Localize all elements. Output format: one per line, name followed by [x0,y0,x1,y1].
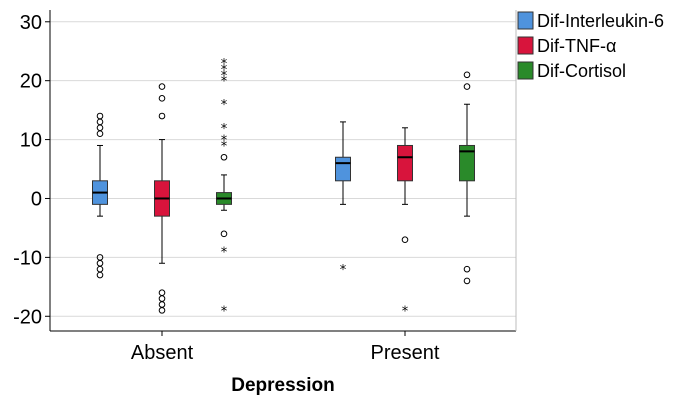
outlier-point [158,112,166,120]
extreme-point: * [221,245,228,260]
y-tick-label: -20 [13,306,42,328]
legend-label: Dif-TNF-α [537,36,616,56]
outlier-point [96,112,104,120]
outlier-point [158,307,166,314]
outlier-point [158,83,166,90]
y-tick-label: -10 [13,247,42,269]
extreme-point: * [221,69,228,84]
outlier-point [96,259,104,267]
box-Dif-TNF-α: * [397,127,413,319]
extreme-point: * [221,134,228,149]
extreme-point: * [221,75,228,90]
box-Dif-Cortisol [459,71,475,285]
y-tick-label: 30 [20,12,42,34]
outlier-point [96,130,104,137]
legend-label: Dif-Cortisol [537,61,626,81]
outlier-point [158,289,166,297]
outlier-point [463,277,471,285]
outlier-point [96,265,104,273]
outlier-point [96,124,104,132]
legend-swatch [517,36,534,55]
outlier-point [158,95,166,102]
iqr-box [397,144,413,182]
y-tick-label: 20 [20,71,42,93]
outlier-point [220,153,228,161]
outlier-point [96,118,104,126]
legend-label: Dif-Interleukin-6 [537,11,664,31]
x-axis-title: Depression [231,375,334,396]
legend: Dif-Interleukin-6 Dif-TNF-α Dif-Cortisol [517,11,664,81]
x-tick-label: Absent [131,342,194,364]
box-Dif-Interleukin-6: * [335,121,351,278]
category-labels: Absent Present [131,342,440,364]
iqr-box [459,144,475,182]
outlier-point [401,236,409,244]
x-tick-label: Present [371,342,440,364]
extreme-point: * [221,304,228,319]
outlier-point [220,230,228,238]
outlier-point [463,265,471,273]
y-tick-label: 10 [20,130,42,152]
extreme-point: * [402,304,409,319]
outlier-point [463,83,471,90]
box-Dif-TNF-α [154,83,170,314]
axes: -20 -10 0 10 20 30 [13,10,517,336]
gridlines [50,21,516,317]
extreme-point: * [221,122,228,137]
extreme-point: * [221,139,228,154]
box-Dif-Interleukin-6 [92,112,108,279]
outlier-point [158,301,166,308]
extreme-point: * [340,263,347,278]
iqr-box [335,156,351,182]
box-Dif-Cortisol: ********** [216,57,232,319]
extreme-point: * [221,98,228,113]
y-tick-label: 0 [31,188,42,210]
outlier-point [158,295,166,302]
extreme-point: * [221,57,228,72]
legend-swatch [517,61,534,80]
legend-swatch [517,11,534,30]
box-plots: ************ [92,57,475,319]
extreme-point: * [221,63,228,78]
outlier-point [96,271,104,279]
outlier-point [463,71,471,79]
